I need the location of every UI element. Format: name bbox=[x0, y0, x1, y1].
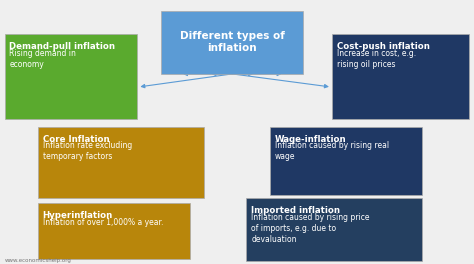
FancyBboxPatch shape bbox=[270, 127, 422, 195]
Text: Increase in cost, e.g.
rising oil prices: Increase in cost, e.g. rising oil prices bbox=[337, 49, 416, 69]
FancyBboxPatch shape bbox=[38, 203, 190, 259]
Text: www.economicshelp.org: www.economicshelp.org bbox=[5, 258, 72, 263]
Text: Hyperinflation: Hyperinflation bbox=[43, 211, 113, 220]
Text: Inflation of over 1,000% a year.: Inflation of over 1,000% a year. bbox=[43, 218, 163, 227]
Text: Inflation caused by rising price
of imports, e.g. due to
devaluation: Inflation caused by rising price of impo… bbox=[251, 213, 370, 244]
Text: Different types of
inflation: Different types of inflation bbox=[180, 31, 285, 53]
FancyBboxPatch shape bbox=[38, 127, 204, 198]
FancyBboxPatch shape bbox=[161, 11, 303, 74]
Text: Core Inflation: Core Inflation bbox=[43, 135, 109, 144]
Text: Imported inflation: Imported inflation bbox=[251, 206, 340, 215]
Text: Cost-push inflation: Cost-push inflation bbox=[337, 42, 429, 51]
Text: Wage-inflation: Wage-inflation bbox=[275, 135, 346, 144]
Text: Inflation rate excluding
temporary factors: Inflation rate excluding temporary facto… bbox=[43, 141, 132, 161]
FancyBboxPatch shape bbox=[332, 34, 469, 119]
FancyBboxPatch shape bbox=[5, 34, 137, 119]
Text: Rising demand in
economy: Rising demand in economy bbox=[9, 49, 76, 69]
Text: Demand-pull inflation: Demand-pull inflation bbox=[9, 42, 116, 51]
Text: Inflation caused by rising real
wage: Inflation caused by rising real wage bbox=[275, 141, 389, 161]
FancyBboxPatch shape bbox=[246, 198, 422, 261]
